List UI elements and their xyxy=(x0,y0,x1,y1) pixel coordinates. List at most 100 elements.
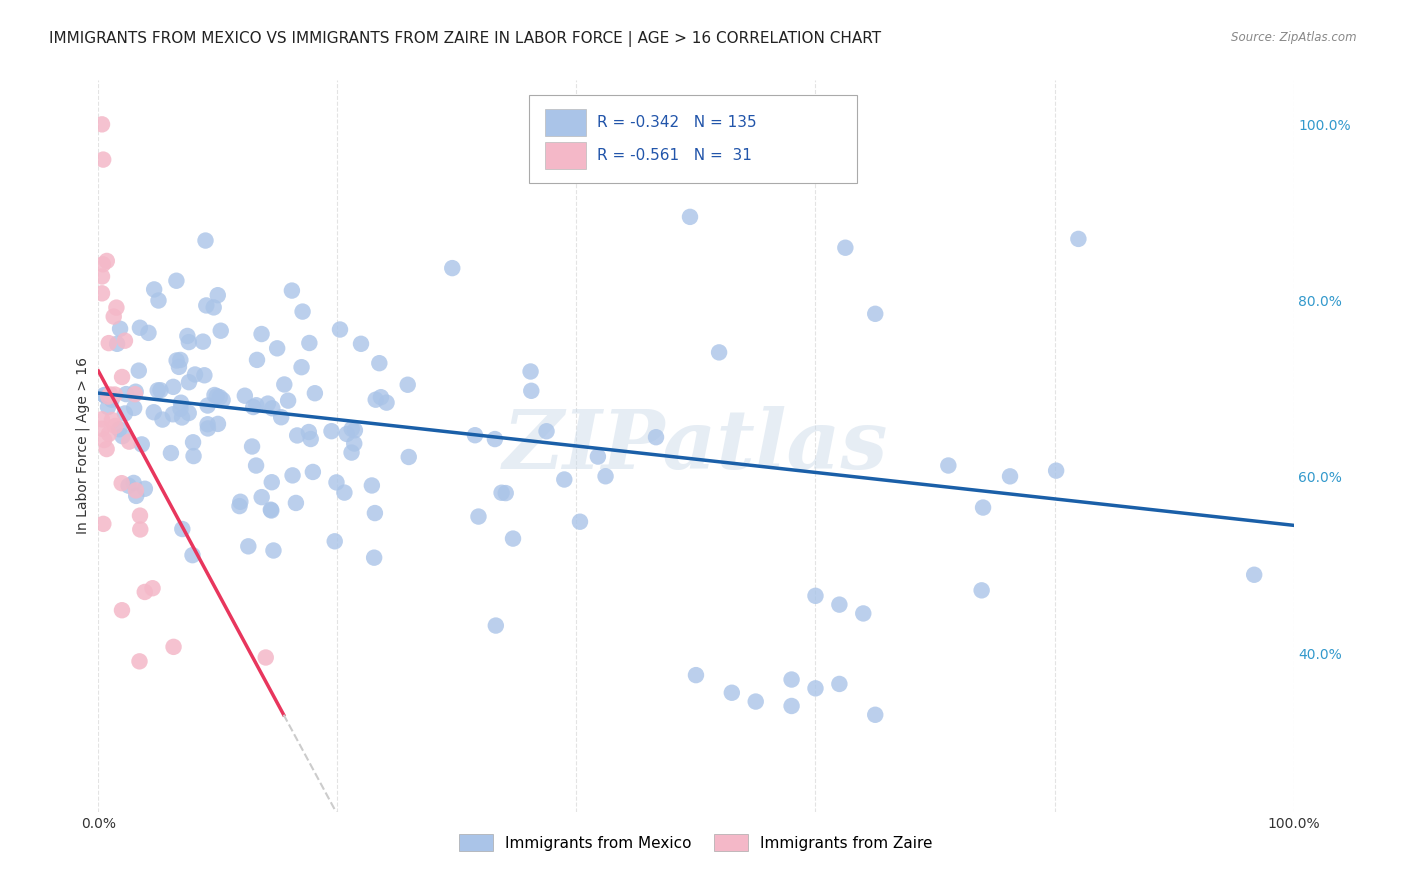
Point xyxy=(229,495,252,509)
Point xyxy=(233,389,256,403)
Point xyxy=(260,475,283,490)
Point xyxy=(194,234,217,248)
Point xyxy=(273,377,295,392)
Point xyxy=(485,618,508,632)
Point xyxy=(115,387,138,401)
Point xyxy=(93,516,115,531)
Point xyxy=(162,407,184,421)
Point xyxy=(162,640,184,654)
Point xyxy=(172,522,194,536)
Point xyxy=(595,469,617,483)
Point xyxy=(111,370,134,384)
Point xyxy=(91,422,114,436)
Point xyxy=(117,478,139,492)
Point xyxy=(104,387,127,401)
Point xyxy=(91,412,114,426)
Point xyxy=(170,410,193,425)
Point xyxy=(124,387,146,401)
Point xyxy=(780,698,803,713)
Point xyxy=(122,475,145,490)
Text: Source: ZipAtlas.com: Source: ZipAtlas.com xyxy=(1232,31,1357,45)
Point xyxy=(298,336,321,351)
Point xyxy=(370,390,392,404)
Point xyxy=(93,388,115,402)
Point xyxy=(108,322,131,336)
Point xyxy=(177,375,200,389)
Point xyxy=(205,389,228,403)
Point xyxy=(181,435,204,450)
Point xyxy=(260,502,283,516)
Point xyxy=(131,437,153,451)
Point xyxy=(745,695,768,709)
Point xyxy=(281,284,304,298)
Point xyxy=(93,388,115,402)
Point xyxy=(970,583,993,598)
Point xyxy=(169,401,191,416)
Point xyxy=(375,395,398,409)
Point xyxy=(250,490,273,504)
Point xyxy=(363,550,385,565)
Point xyxy=(91,117,114,131)
Point xyxy=(148,293,170,308)
Point xyxy=(166,353,188,368)
Point xyxy=(134,585,156,599)
Point xyxy=(329,322,352,336)
Point xyxy=(520,384,543,398)
Point xyxy=(491,485,513,500)
Point xyxy=(502,532,524,546)
Point xyxy=(828,598,851,612)
Point xyxy=(484,432,506,446)
Point xyxy=(100,392,122,407)
Point xyxy=(302,465,325,479)
Point xyxy=(209,324,232,338)
Point xyxy=(128,364,150,378)
Point xyxy=(707,345,730,359)
Point xyxy=(938,458,960,473)
Point xyxy=(104,419,127,434)
Point xyxy=(350,336,373,351)
Point xyxy=(105,301,128,315)
Point xyxy=(441,261,464,276)
Point xyxy=(181,548,204,562)
Point xyxy=(193,368,215,383)
Point xyxy=(98,387,121,401)
Point xyxy=(284,496,307,510)
Point xyxy=(536,424,558,438)
Point xyxy=(142,405,165,419)
Point xyxy=(129,320,152,334)
Point xyxy=(97,336,120,351)
Point xyxy=(298,425,321,439)
Point xyxy=(108,422,131,436)
Point xyxy=(242,400,264,414)
Point xyxy=(111,429,134,443)
Point xyxy=(128,654,150,668)
Point xyxy=(195,298,218,312)
Point xyxy=(138,326,160,340)
Point xyxy=(343,436,366,450)
Point xyxy=(129,523,152,537)
Point xyxy=(828,677,851,691)
Point xyxy=(122,401,145,415)
Point xyxy=(149,383,172,397)
Point xyxy=(495,486,517,500)
Point xyxy=(167,359,190,374)
Point xyxy=(852,607,875,621)
Point xyxy=(197,399,219,413)
Point xyxy=(91,153,114,167)
Point xyxy=(304,386,326,401)
Point xyxy=(162,380,184,394)
Point xyxy=(333,485,356,500)
Point xyxy=(134,482,156,496)
Point xyxy=(368,356,391,370)
Point xyxy=(467,509,489,524)
Point xyxy=(245,398,267,412)
Point xyxy=(103,310,125,324)
FancyBboxPatch shape xyxy=(529,95,858,183)
Point xyxy=(245,458,267,473)
Point xyxy=(197,417,219,432)
Point xyxy=(325,475,347,490)
Point xyxy=(238,539,260,553)
Point xyxy=(125,489,148,503)
Point xyxy=(834,241,856,255)
Point xyxy=(183,449,205,463)
